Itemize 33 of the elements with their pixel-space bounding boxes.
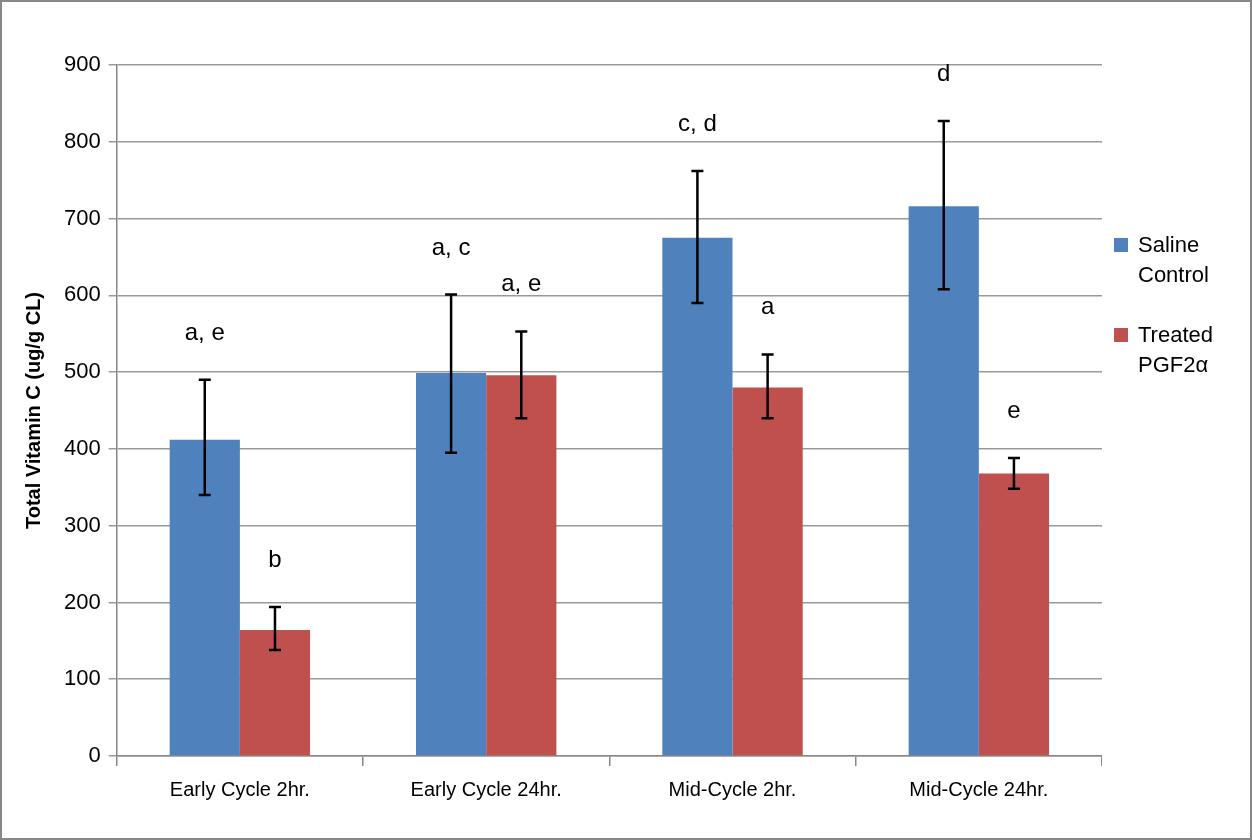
annotation: c, d [678, 108, 717, 136]
x-tick-label: Early Cycle 2hr. [169, 777, 310, 800]
y-tick-label: 900 [63, 51, 101, 77]
bar [662, 237, 733, 756]
y-tick-label: 600 [63, 281, 101, 307]
y-tick-label: 300 [63, 511, 101, 537]
y-tick-label: 0 [88, 742, 101, 768]
legend-label: Treated PGF2α [1138, 321, 1214, 379]
legend-label: Saline Control [1138, 231, 1210, 289]
x-tick-label: Mid-Cycle 24hr. [909, 777, 1049, 800]
bar [239, 630, 311, 756]
y-axis-title: Total Vitamin C (ug/g CL) [21, 291, 44, 530]
bar [415, 372, 487, 756]
annotation: a, c [431, 232, 471, 260]
annotation: d [937, 59, 951, 87]
bar [978, 473, 1050, 756]
annotation: a, e [184, 317, 225, 345]
bar [169, 439, 240, 756]
x-tick-label: Early Cycle 24hr. [410, 777, 562, 800]
y-tick-label: 200 [63, 588, 101, 614]
y-tick-label: 700 [63, 204, 101, 230]
bar [908, 206, 979, 756]
annotation: b [268, 545, 282, 573]
y-tick-label: 100 [63, 665, 101, 691]
y-tick-label: 500 [63, 358, 101, 384]
x-tick-label: Mid-Cycle 2hr. [668, 777, 797, 800]
bar [732, 387, 803, 756]
y-tick-label: 800 [63, 127, 101, 153]
annotation: e [1007, 396, 1021, 424]
bar [486, 375, 557, 756]
y-tick-label: 400 [63, 434, 101, 460]
annotation: a [760, 292, 775, 320]
annotation: a, e [501, 269, 542, 297]
